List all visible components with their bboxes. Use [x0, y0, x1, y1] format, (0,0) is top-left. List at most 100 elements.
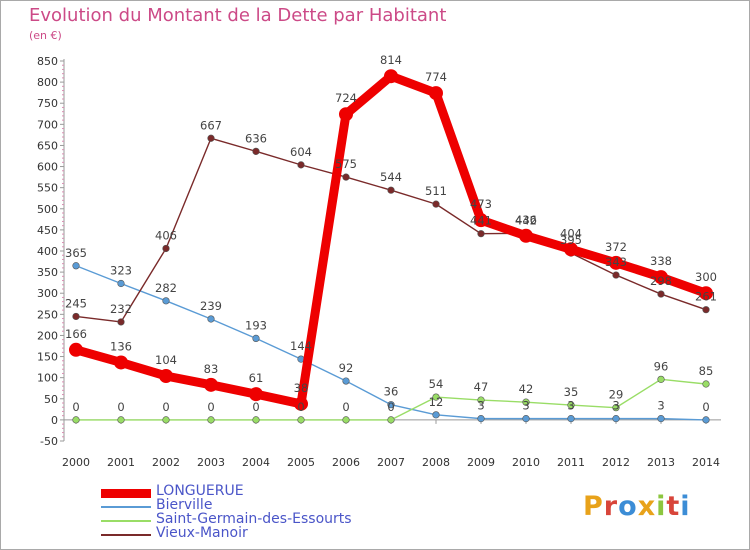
data-point-bierville: [342, 377, 350, 385]
y-tick-label: 800: [37, 76, 58, 89]
data-label-bierville: 239: [200, 299, 222, 313]
data-point-vieux-manoir: [657, 290, 665, 298]
data-label-bierville: 144: [290, 339, 312, 353]
data-point-saint-germain-des-essourts: [432, 393, 440, 401]
x-tick-label: 2009: [467, 456, 495, 469]
data-label-saint-germain-des-essourts: 85: [699, 364, 714, 378]
legend-swatch-saint-germain-des-essourts: [101, 520, 151, 522]
data-label-longuerue: 814: [380, 53, 402, 67]
data-label-bierville: 3: [567, 399, 574, 413]
data-point-saint-germain-des-essourts: [522, 398, 530, 406]
data-label-longuerue: 83: [204, 362, 219, 376]
logo-letter: o: [618, 491, 638, 522]
data-point-vieux-manoir: [342, 173, 350, 181]
data-point-vieux-manoir: [72, 312, 80, 321]
data-label-bierville: 365: [65, 246, 87, 260]
data-point-saint-germain-des-essourts: [657, 375, 665, 383]
data-label-bierville: 36: [384, 385, 399, 399]
data-point-saint-germain-des-essourts: [117, 416, 125, 424]
data-label-longuerue: 724: [335, 91, 357, 105]
legend-swatch-vieux-manoir: [101, 534, 151, 536]
data-label-bierville: 3: [657, 399, 664, 413]
data-point-longuerue: [519, 228, 533, 243]
data-label-saint-germain-des-essourts: 0: [252, 400, 259, 414]
y-tick-label: 100: [37, 372, 58, 385]
x-tick-label: 2008: [422, 456, 450, 469]
data-label-saint-germain-des-essourts: 29: [609, 388, 624, 402]
legend-item-longuerue: LONGUERUE: [101, 483, 381, 499]
data-point-longuerue: [564, 242, 578, 257]
data-label-saint-germain-des-essourts: 0: [162, 400, 169, 414]
logo-letter: r: [603, 491, 619, 522]
y-tick-label: 350: [37, 266, 58, 279]
data-label-vieux-manoir: 261: [695, 290, 717, 304]
data-point-vieux-manoir: [252, 147, 260, 155]
y-tick-label: -50: [40, 435, 58, 448]
data-point-saint-germain-des-essourts: [252, 416, 260, 424]
data-point-vieux-manoir: [117, 318, 125, 326]
y-tick-label: 650: [37, 139, 58, 152]
data-label-vieux-manoir: 441: [470, 214, 492, 228]
y-tick-label: 450: [37, 224, 58, 237]
data-label-longuerue: 136: [110, 339, 132, 353]
logo-letter: i: [656, 491, 667, 522]
data-label-vieux-manoir: 245: [65, 296, 87, 310]
data-point-bierville: [522, 415, 530, 423]
data-label-longuerue: 38: [294, 381, 309, 395]
data-point-longuerue: [69, 342, 83, 357]
data-label-longuerue: 300: [695, 270, 717, 284]
data-point-saint-germain-des-essourts: [477, 396, 485, 404]
data-point-longuerue: [249, 387, 263, 402]
legend-label-vieux-manoir: Vieux-Manoir: [156, 525, 248, 541]
data-label-vieux-manoir: 343: [605, 255, 627, 269]
data-label-longuerue: 404: [560, 226, 582, 240]
y-tick-label: 400: [37, 245, 58, 258]
data-point-longuerue: [159, 368, 173, 383]
legend-label-bierville: Bierville: [156, 497, 213, 513]
data-label-longuerue: 166: [65, 327, 87, 341]
data-label-saint-germain-des-essourts: 35: [564, 385, 579, 399]
data-point-longuerue: [294, 396, 308, 411]
data-label-bierville: 12: [429, 395, 444, 409]
data-label-saint-germain-des-essourts: 0: [117, 400, 124, 414]
data-label-saint-germain-des-essourts: 54: [429, 377, 444, 391]
data-label-longuerue: 372: [605, 240, 627, 254]
y-tick-label: 700: [37, 118, 58, 131]
data-point-bierville: [252, 334, 260, 343]
logo-letter: t: [666, 491, 681, 522]
chart-title: Evolution du Montant de la Dette par Hab…: [29, 5, 447, 26]
data-label-vieux-manoir: 636: [245, 131, 267, 145]
x-tick-label: 2007: [377, 456, 405, 469]
y-tick-label: 50: [44, 393, 58, 406]
data-label-vieux-manoir: 232: [110, 302, 132, 316]
y-tick-label: 750: [37, 97, 58, 110]
data-point-saint-germain-des-essourts: [162, 416, 170, 424]
data-label-saint-germain-des-essourts: 0: [72, 400, 79, 414]
chart-unit: (en €): [29, 29, 62, 42]
data-point-vieux-manoir: [162, 244, 170, 253]
data-point-vieux-manoir: [612, 271, 620, 279]
data-label-bierville: 193: [245, 318, 267, 332]
logo-letter: P: [583, 491, 604, 522]
data-label-saint-germain-des-essourts: 0: [297, 400, 304, 414]
data-label-longuerue: 104: [155, 353, 177, 367]
data-label-saint-germain-des-essourts: 0: [207, 400, 214, 414]
x-tick-label: 2004: [242, 456, 270, 469]
x-tick-label: 2012: [602, 456, 630, 469]
y-tick-label: 250: [37, 308, 58, 321]
y-tick-label: 600: [37, 161, 58, 174]
data-label-bierville: 92: [339, 361, 354, 375]
data-label-bierville: 3: [477, 399, 484, 413]
data-point-bierville: [162, 297, 170, 305]
data-point-vieux-manoir: [702, 306, 710, 314]
data-point-longuerue: [699, 286, 713, 301]
data-label-bierville: 3: [612, 399, 619, 413]
data-label-vieux-manoir: 544: [380, 170, 402, 184]
y-tick-label: 550: [37, 182, 58, 195]
data-label-bierville: 3: [522, 399, 529, 413]
x-tick-label: 2014: [692, 456, 720, 469]
y-tick-label: 500: [37, 203, 58, 216]
data-point-saint-germain-des-essourts: [72, 416, 80, 424]
